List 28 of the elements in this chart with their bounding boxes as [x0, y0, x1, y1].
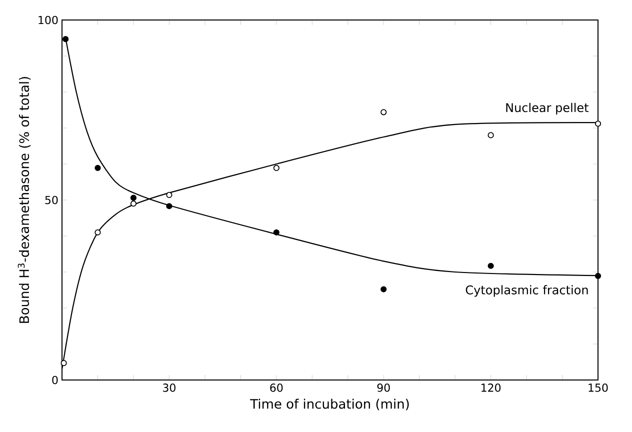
x-axis-title: Time of incubation (min) — [250, 398, 409, 410]
point — [60, 360, 67, 366]
point — [166, 203, 172, 210]
y-axis-title: Bound H$^{3}$-dexamethasone (% of total) — [18, 76, 31, 323]
point — [130, 194, 137, 201]
y-tick-label: 0 — [52, 376, 58, 384]
point — [380, 109, 387, 116]
point — [273, 229, 280, 236]
series-label: Cytoplasmic fraction — [466, 285, 588, 297]
point — [488, 262, 494, 269]
point — [488, 132, 494, 138]
point — [380, 286, 387, 292]
point — [594, 120, 602, 127]
x-tick-label: 120 — [482, 384, 501, 392]
point — [130, 200, 137, 207]
point — [166, 192, 172, 198]
point — [94, 229, 101, 236]
point — [594, 272, 602, 280]
y-tick-label: 50 — [45, 196, 58, 204]
x-tick-label: 90 — [377, 384, 390, 392]
y-tick-label: 100 — [38, 16, 58, 24]
x-tick-label: 30 — [163, 384, 176, 392]
point — [62, 36, 69, 42]
x-tick-label: 60 — [270, 384, 283, 392]
point — [94, 164, 101, 172]
point — [273, 164, 280, 172]
x-tick-label: 150 — [588, 384, 608, 392]
series-label: Nuclear pellet — [506, 102, 589, 114]
